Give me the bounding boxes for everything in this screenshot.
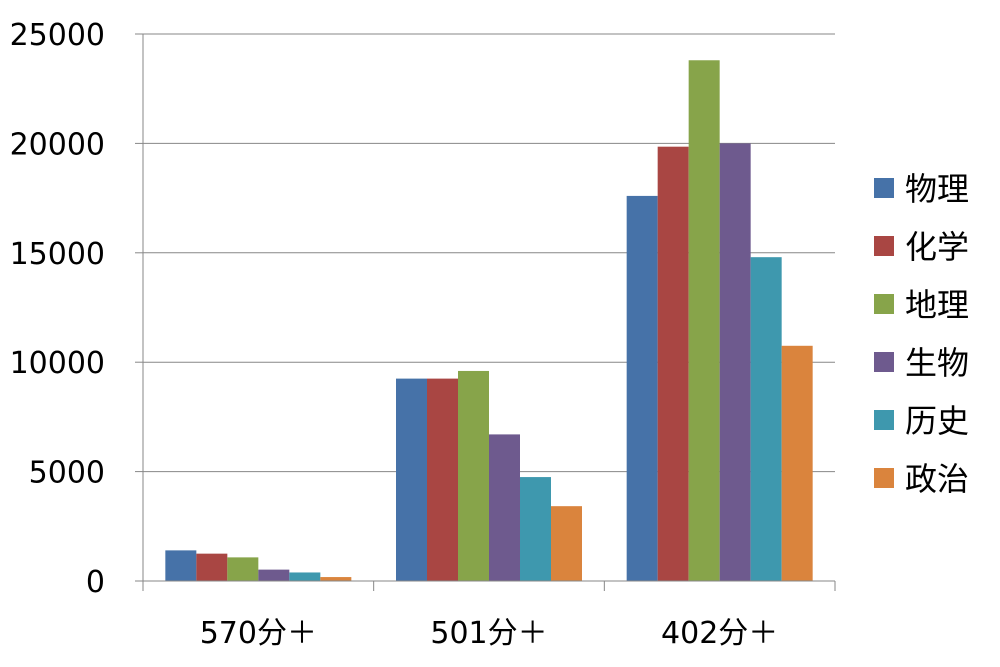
y-axis-tick-labels: 0 5000 10000 15000 20000 25000 — [10, 18, 105, 600]
legend-label: 生物 — [905, 344, 969, 382]
bar-政治-0 — [320, 577, 352, 581]
legend-label: 地理 — [905, 286, 969, 324]
y-tick-label: 10000 — [10, 346, 105, 381]
legend-label: 政治 — [905, 460, 969, 498]
y-tick-label: 0 — [86, 565, 105, 600]
bar-化学-1 — [427, 378, 458, 581]
x-tick-label: 501分＋ — [430, 616, 547, 651]
bar-地理-1 — [458, 370, 489, 581]
bar-地理-0 — [227, 557, 259, 581]
y-tick-label: 25000 — [10, 18, 105, 53]
y-tick-label: 15000 — [10, 237, 105, 272]
bar-历史-1 — [520, 477, 551, 581]
bar-政治-1 — [551, 506, 582, 581]
bar-生物-2 — [719, 143, 751, 581]
y-tick-label: 5000 — [29, 456, 105, 491]
bar-生物-1 — [489, 434, 520, 581]
x-tick-label: 402分＋ — [661, 616, 778, 651]
bar-化学-0 — [196, 553, 228, 581]
bar-历史-0 — [289, 572, 321, 581]
legend-swatch — [874, 468, 894, 488]
x-axis-tick-labels: 570分＋ 501分＋ 402分＋ — [200, 616, 779, 651]
legend-label: 化学 — [905, 228, 969, 266]
bar-政治-2 — [781, 345, 813, 581]
bar-物理-0 — [165, 550, 197, 581]
axes — [135, 33, 836, 591]
bar-地理-2 — [688, 60, 720, 582]
legend-swatch — [874, 352, 894, 372]
legend-label: 历史 — [905, 402, 969, 440]
legend-swatch — [874, 294, 894, 314]
bar-化学-2 — [657, 146, 689, 581]
bars — [165, 60, 813, 582]
bar-物理-1 — [396, 378, 427, 581]
bar-生物-0 — [258, 569, 290, 581]
x-tick-label: 570分＋ — [200, 616, 317, 651]
bar-物理-2 — [626, 195, 658, 582]
legend-swatch — [874, 410, 894, 430]
bar-历史-2 — [750, 257, 782, 581]
legend-label: 物理 — [905, 170, 969, 208]
legend-swatch — [874, 236, 894, 256]
legend-swatch — [874, 178, 894, 198]
y-tick-label: 20000 — [10, 127, 105, 162]
